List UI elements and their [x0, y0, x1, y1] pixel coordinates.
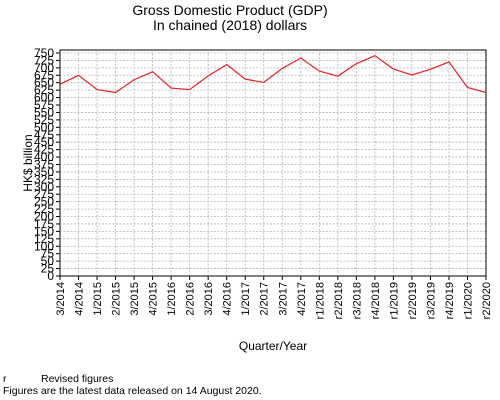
y-tick-label: 375	[34, 157, 54, 171]
y-tick-label: 675	[34, 68, 54, 82]
x-tick-label: 3/2016	[203, 282, 215, 316]
revised-key: r	[3, 373, 7, 385]
revised-text: Revised figures	[41, 373, 114, 385]
y-tick-label: 650	[34, 76, 54, 90]
y-tick-label: 525	[34, 113, 54, 127]
x-tick-label: 2/2015	[111, 282, 123, 316]
y-tick-label: 225	[34, 202, 54, 216]
y-tick-label: 300	[34, 180, 54, 194]
y-tick-label: 700	[34, 61, 54, 75]
x-tick-label: 1/2017	[240, 282, 252, 316]
y-tick-label: 25	[41, 262, 55, 276]
y-tick-label: 50	[41, 254, 55, 268]
y-tick-label: 500	[34, 120, 54, 134]
x-tick-label: r4/2019	[444, 282, 456, 319]
x-tick-label: 2/2016	[185, 282, 197, 316]
y-tick-label: 425	[34, 143, 54, 157]
gdp-series-line	[59, 54, 487, 94]
y-tick-label: 250	[34, 195, 54, 209]
y-tick-label: 400	[34, 150, 54, 164]
x-tick-label: 4/2016	[222, 282, 234, 316]
gdp-line-chart: 0255075100125150175200225250275300325350…	[21, 46, 493, 353]
y-tick-label: 600	[34, 91, 54, 105]
x-tick-label: 3/2014	[55, 282, 67, 316]
y-tick-label: 175	[34, 217, 54, 231]
y-axis-label: HK$ billion	[21, 134, 35, 191]
y-tick-label: 325	[34, 172, 54, 186]
x-tick-label: r1/2018	[314, 282, 326, 319]
y-tick-label: 625	[34, 83, 54, 97]
y-tick-label: 350	[34, 165, 54, 179]
x-tick-label: r2/2018	[333, 282, 345, 319]
x-axis-label: Quarter/Year	[239, 339, 307, 353]
y-tick-label: 200	[34, 210, 54, 224]
x-tick-label: r1/2020	[462, 282, 474, 319]
y-tick-label: 575	[34, 98, 54, 112]
x-tick-label: 4/2017	[296, 282, 308, 316]
y-tick-label: 725	[34, 53, 54, 67]
y-tick-label: 100	[34, 239, 54, 253]
x-tick-label: 4/2015	[148, 282, 160, 316]
y-tick-label: 0	[47, 269, 54, 283]
chart-subtitle: In chained (2018) dollars	[152, 17, 308, 33]
release-note: Figures are the latest data released on …	[3, 385, 262, 397]
y-tick-label: 450	[34, 135, 54, 149]
x-tick-label: r1/2019	[388, 282, 400, 319]
y-tick-label: 150	[34, 224, 54, 238]
y-tick-label: 75	[41, 247, 55, 261]
chart-title-block: Gross Domestic Product (GDP) In chained …	[0, 3, 460, 33]
plot-area	[59, 49, 487, 277]
x-tick-label: 3/2015	[129, 282, 141, 316]
x-tick-label: r2/2019	[407, 282, 419, 319]
x-tick-label: r3/2019	[425, 282, 437, 319]
x-tick-label: 3/2017	[277, 282, 289, 316]
x-tick-label: r3/2018	[351, 282, 363, 319]
revised-legend: r Revised figures	[3, 373, 113, 385]
x-tick-label: 4/2014	[74, 282, 86, 316]
y-tick-label: 475	[34, 128, 54, 142]
chart-title: Gross Domestic Product (GDP)	[132, 2, 328, 18]
x-tick-label: 1/2016	[166, 282, 178, 316]
y-tick-label: 750	[34, 46, 54, 60]
x-tick-label: 1/2015	[92, 282, 104, 316]
x-tick-label: r4/2018	[370, 282, 382, 319]
x-tick-label: r2/2020	[481, 282, 493, 319]
y-tick-label: 550	[34, 105, 54, 119]
y-tick-label: 125	[34, 232, 54, 246]
y-tick-label: 275	[34, 187, 54, 201]
x-tick-label: 2/2017	[259, 282, 271, 316]
